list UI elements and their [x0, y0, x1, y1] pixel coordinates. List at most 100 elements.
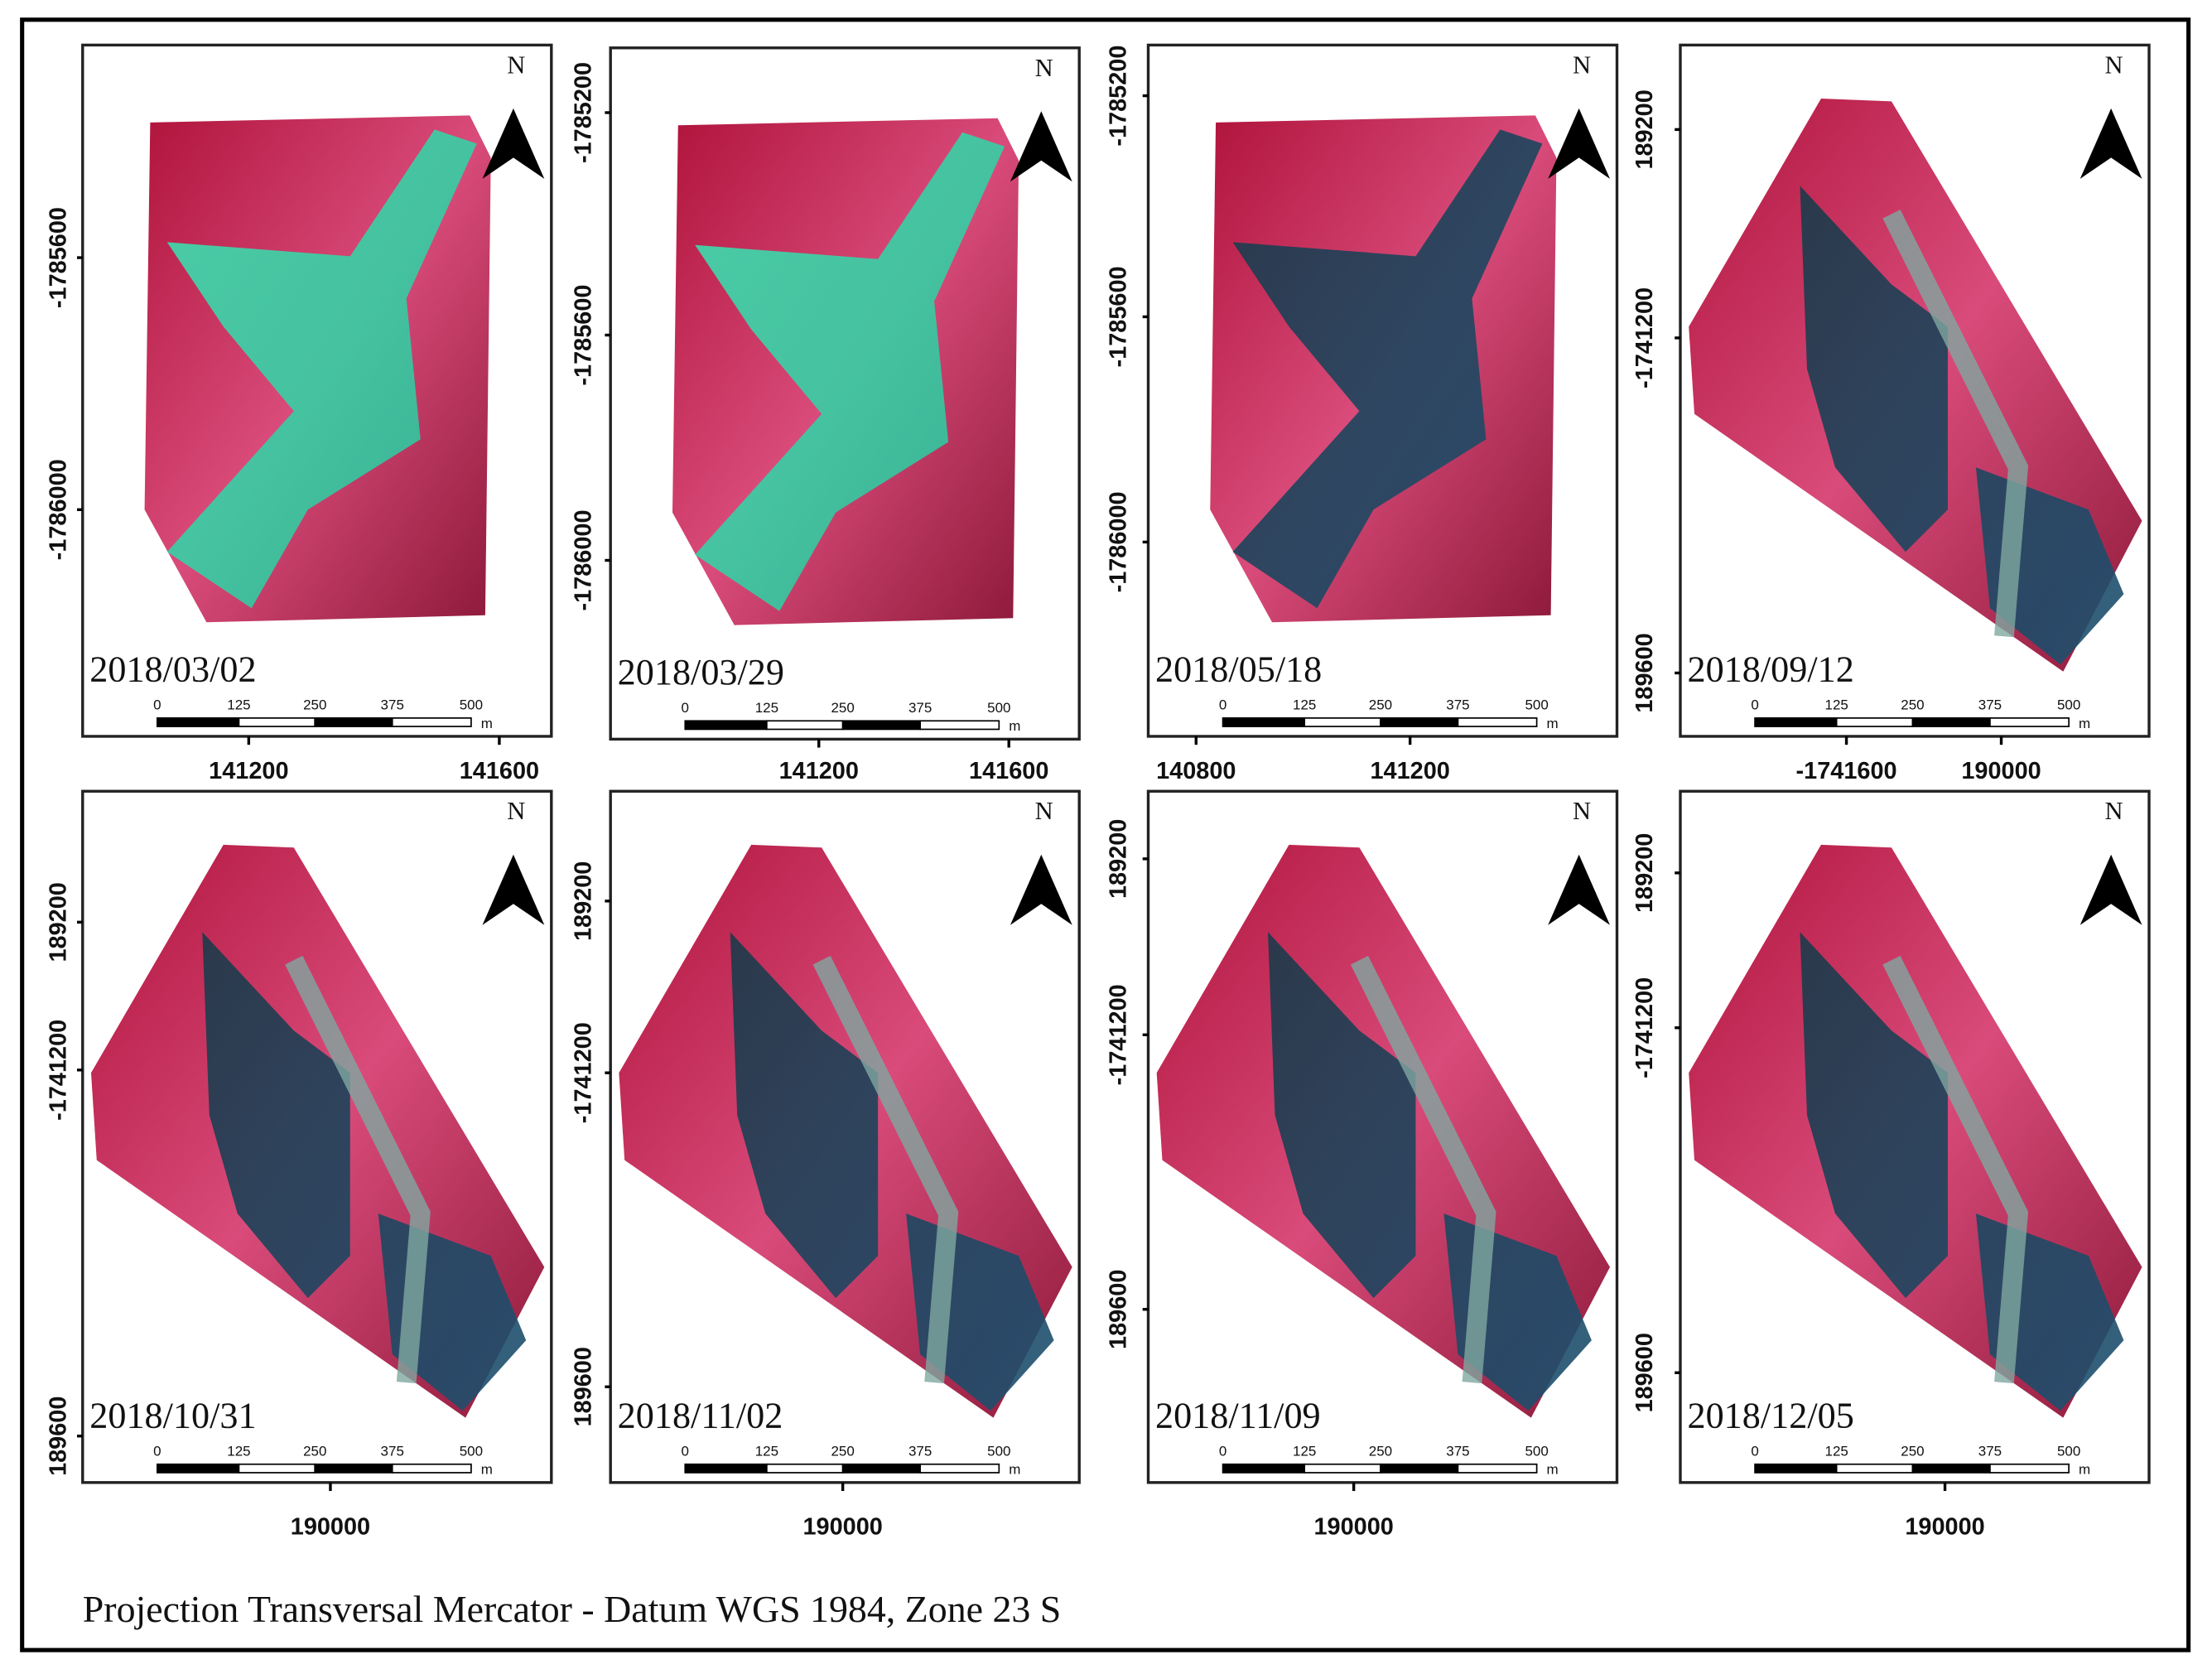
y-coordinate-label: 189200	[570, 861, 596, 941]
scale-label: 0	[153, 697, 161, 713]
image-date: 2018/11/09	[1155, 1396, 1321, 1436]
scale-label: 250	[1901, 1444, 1924, 1459]
water-body	[1267, 932, 1592, 1411]
north-arrow	[2079, 108, 2142, 179]
map-panel: N 2018/11/09 0 125 250 375 500 m	[1146, 789, 1619, 1484]
y-coordinate-label: -1785200	[1105, 46, 1131, 147]
scale-bar-segment	[1754, 1463, 1838, 1474]
water-body	[1232, 129, 1543, 609]
water-body	[202, 932, 527, 1411]
scale-label: 0	[1219, 1444, 1226, 1459]
map-panel: N 2018/03/02 0 125 250 375 500 m	[81, 43, 553, 738]
scale-bar-segment	[1989, 717, 2070, 727]
water-body	[1800, 186, 2124, 665]
scale-label: 500	[460, 1444, 483, 1459]
x-coordinate-label: 190000	[802, 1514, 882, 1541]
scale-bar-segment	[1989, 1463, 2070, 1474]
scale-label: 375	[1978, 1444, 2002, 1459]
map-panel: N 2018/05/18 0 125 250 375 500 m	[1146, 43, 1619, 738]
north-arrow	[2079, 854, 2142, 925]
water-body	[730, 932, 1054, 1411]
scale-label: 375	[908, 700, 932, 716]
x-coordinate-label: 141200	[779, 758, 859, 784]
y-coordinate-label: -1741200	[1105, 984, 1131, 1085]
x-coordinate-label: 141200	[209, 758, 288, 784]
scale-label: 375	[381, 1444, 404, 1459]
scale-label: 250	[303, 697, 326, 713]
scale-label: 125	[227, 697, 250, 713]
scale-label: 250	[1901, 697, 1924, 713]
scale-label: 375	[381, 697, 404, 713]
road	[812, 955, 959, 1384]
scale-label: 500	[987, 1444, 1010, 1459]
x-coordinate-label: 190000	[291, 1514, 370, 1541]
scale-bar-segment	[1380, 1463, 1459, 1474]
y-coordinate-label: -1741200	[45, 1020, 71, 1121]
water-body	[1800, 932, 2124, 1411]
scale-label: m	[2079, 1462, 2090, 1478]
x-coordinate-label: 141600	[460, 758, 539, 784]
scale-label: 0	[1751, 1444, 1758, 1459]
scale-bar-segment	[1911, 1463, 1991, 1474]
scale-label: m	[1009, 1462, 1020, 1478]
y-coordinate-label: -1785600	[570, 285, 596, 386]
scale-label: 125	[227, 1444, 250, 1459]
north-arrow	[1010, 854, 1072, 925]
scale-bar-segment	[1380, 717, 1459, 727]
north-arrow	[1548, 854, 1611, 925]
scale-bar-segment	[1222, 1463, 1306, 1474]
north-label: N	[1573, 797, 1591, 825]
scale-bar-segment	[919, 1463, 1000, 1474]
scale-label: 250	[1369, 1444, 1392, 1459]
north-arrow	[1010, 111, 1072, 182]
scale-label: 500	[2057, 697, 2080, 713]
scale-bar-segment	[1835, 717, 1914, 727]
map-panel: N 2018/03/29 0 125 250 375 500 m	[609, 46, 1081, 741]
scale-bar-segment	[1835, 1463, 1914, 1474]
scale-label: 125	[1824, 1444, 1848, 1459]
y-coordinate-label: 189600	[1631, 633, 1658, 712]
water-body	[166, 129, 477, 609]
image-date: 2018/09/12	[1687, 649, 1853, 690]
scale-label: m	[481, 1462, 493, 1478]
footer: Projection Transversal Mercator - Datum …	[83, 1588, 1062, 1630]
scale-bar-segment	[1911, 717, 1991, 727]
scale-bar-segment	[1457, 1463, 1538, 1474]
y-coordinate-label: 189600	[1631, 1333, 1658, 1412]
x-coordinate-label: -1741600	[1796, 758, 1897, 784]
scale-bar-segment	[1222, 717, 1306, 727]
north-label: N	[1035, 54, 1053, 82]
north-arrow	[1548, 108, 1611, 179]
scale-bar-segment	[766, 720, 844, 731]
scale-label: 250	[831, 700, 854, 716]
scale-label: 125	[755, 1444, 778, 1459]
scale-label: 500	[460, 697, 483, 713]
y-coordinate-label: -1786000	[570, 509, 596, 610]
y-coordinate-label: -1785600	[1105, 266, 1131, 367]
scale-bar-segment	[1754, 717, 1838, 727]
road	[1350, 955, 1496, 1384]
scale-label: 500	[1525, 1444, 1548, 1459]
scale-bar-segment	[238, 717, 316, 727]
y-coordinate-label: -1785200	[570, 62, 596, 163]
scale-bar-segment	[766, 1463, 844, 1474]
scale-bar-segment	[238, 1463, 316, 1474]
scale-bar-segment	[1304, 1463, 1381, 1474]
north-label: N	[2104, 797, 2123, 825]
scale-bar-segment	[841, 1463, 921, 1474]
scale-label: m	[1009, 718, 1020, 734]
scale-label: 0	[153, 1444, 161, 1459]
scale-label: 500	[1525, 697, 1548, 713]
scale-bar-segment	[1304, 717, 1381, 727]
scale-label: 250	[831, 1444, 854, 1459]
y-coordinate-label: -1785600	[45, 207, 71, 308]
scale-label: 375	[1446, 697, 1469, 713]
north-label: N	[507, 797, 525, 825]
y-coordinate-label: 189600	[570, 1347, 596, 1426]
scale-bar-segment	[841, 720, 921, 731]
image-date: 2018/11/02	[618, 1396, 783, 1436]
scale-label: m	[1547, 1462, 1559, 1478]
y-coordinate-label: 189200	[45, 882, 71, 962]
scale-label: 250	[303, 1444, 326, 1459]
